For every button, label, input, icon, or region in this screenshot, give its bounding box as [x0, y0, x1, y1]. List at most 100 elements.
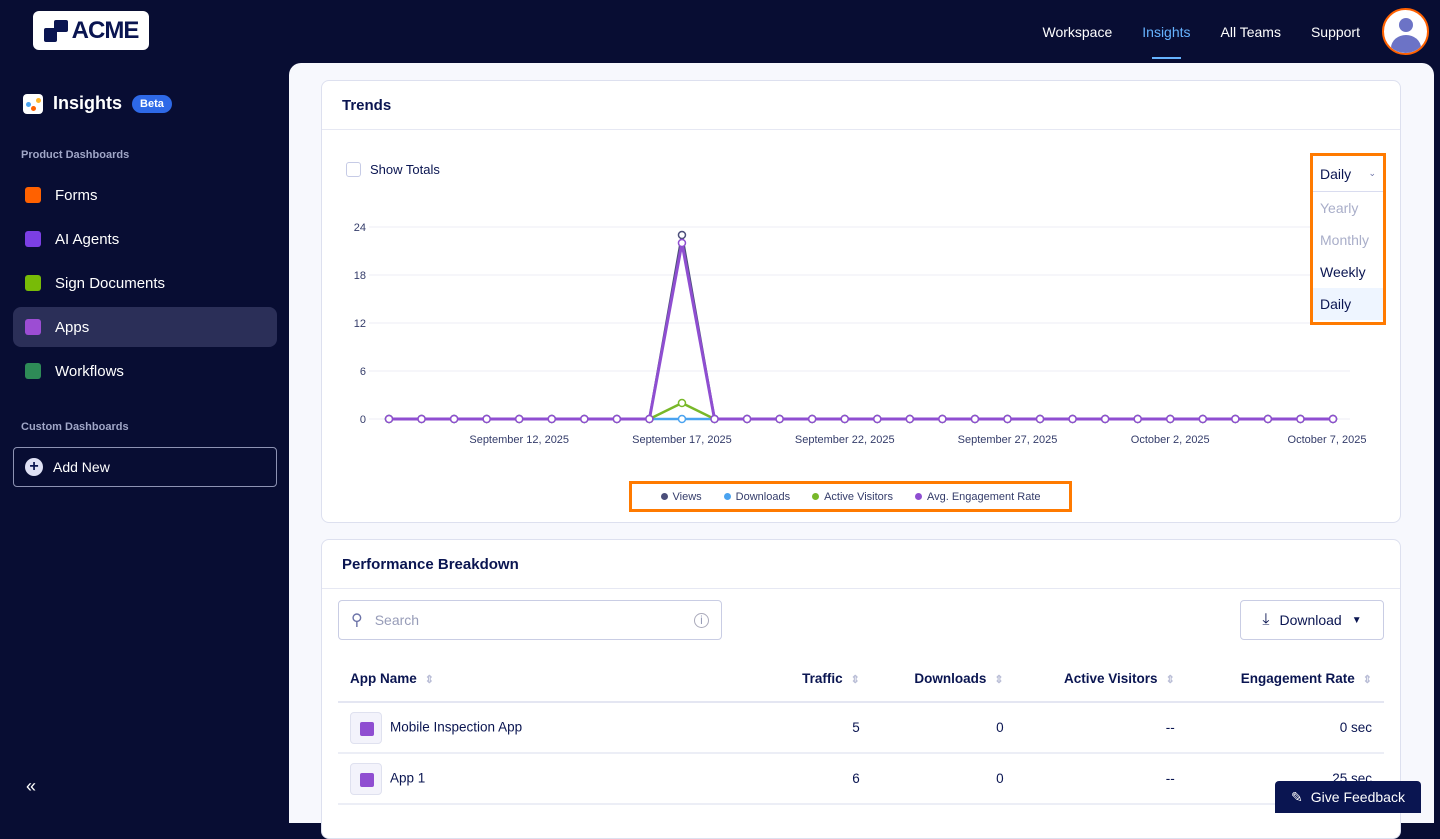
- active-visitors: --: [1015, 702, 1187, 754]
- sidebar-item-sign-documents[interactable]: Sign Documents: [13, 263, 277, 303]
- data-point: [840, 414, 849, 424]
- sidebar-item-label: Sign Documents: [55, 274, 166, 292]
- ai-agents-icon: [25, 231, 41, 247]
- period-dropdown[interactable]: Daily ⌄ Yearly Monthly Weekly Daily: [1310, 153, 1386, 325]
- workflows-icon: [25, 363, 41, 379]
- data-point: [1165, 414, 1175, 424]
- product-dashboards-heading: Product Dashboards: [21, 149, 130, 161]
- data-point: [742, 414, 752, 424]
- data-point: [417, 414, 426, 424]
- acme-logo[interactable]: ACME: [33, 11, 149, 50]
- period-selected: Daily: [1320, 165, 1352, 182]
- caret-down-icon: ▼: [1351, 614, 1362, 626]
- performance-card: Performance Breakdown ⚲ Search i ⤓ Download…: [321, 539, 1401, 839]
- info-icon[interactable]: i: [694, 612, 709, 628]
- data-point: [1100, 414, 1110, 424]
- nav-all-teams[interactable]: All Teams: [1220, 23, 1281, 40]
- data-point: [384, 414, 394, 424]
- data-point: [1198, 414, 1208, 424]
- series-line: [389, 401, 1333, 421]
- col-app-name[interactable]: App Name ⇕: [338, 656, 768, 703]
- engagement-rate: 0 sec: [1186, 702, 1384, 754]
- period-option-yearly[interactable]: Yearly: [1320, 200, 1359, 216]
- top-nav: Workspace Insights All Teams Support: [1042, 0, 1360, 63]
- data-point: [775, 414, 784, 424]
- nav-support[interactable]: Support: [1310, 23, 1360, 40]
- sidebar-item-apps[interactable]: Apps: [13, 307, 277, 347]
- main-content: Trends Show Totals 0 6 12 18 24 September 12,…: [289, 63, 1434, 839]
- y-tick-label: 6: [360, 366, 366, 378]
- user-avatar[interactable]: [1382, 8, 1429, 55]
- show-totals-checkbox[interactable]: Show Totals: [346, 162, 440, 177]
- data-point: [612, 414, 622, 424]
- sidebar-item-workflows[interactable]: Workflows: [13, 351, 277, 391]
- data-point: [807, 414, 817, 424]
- data-point: [547, 414, 557, 424]
- col-downloads[interactable]: Downloads ⇕: [871, 656, 1016, 703]
- period-select[interactable]: Daily ⌄: [1313, 156, 1383, 192]
- col-engagement-rate[interactable]: Engagement Rate ⇕: [1186, 656, 1384, 703]
- x-tick-label: September 17, 2025: [632, 434, 732, 446]
- app-icon: [350, 711, 382, 744]
- col-active-visitors[interactable]: Active Visitors ⇕: [1015, 656, 1187, 703]
- data-point: [580, 414, 589, 424]
- app-name: App 1: [390, 770, 426, 786]
- download-button[interactable]: ⤓ Download ▼: [1240, 600, 1384, 640]
- collapse-sidebar-icon[interactable]: «: [26, 776, 37, 796]
- active-visitors: --: [1015, 753, 1187, 805]
- x-tick-label: September 27, 2025: [958, 434, 1058, 446]
- data-point: [1035, 414, 1045, 424]
- nav-workspace[interactable]: Workspace: [1042, 23, 1113, 40]
- traffic: 6: [768, 753, 872, 805]
- x-tick-label: October 2, 2025: [1131, 434, 1210, 446]
- series-line: [389, 242, 1333, 421]
- series-line: [389, 234, 1333, 421]
- give-feedback-button[interactable]: ✎ Give Feedback: [1275, 781, 1421, 813]
- feedback-label: Give Feedback: [1310, 789, 1405, 805]
- legend-downloads[interactable]: Downloads: [723, 491, 790, 503]
- add-new-button[interactable]: + Add New: [13, 447, 277, 487]
- search-placeholder: Search: [374, 612, 420, 628]
- download-icon: ⤓: [1262, 611, 1270, 628]
- feedback-icon: ✎: [1291, 788, 1303, 805]
- logo-text: ACME: [71, 16, 140, 44]
- col-traffic[interactable]: Traffic ⇕: [768, 656, 872, 703]
- data-point: [873, 414, 882, 424]
- custom-dashboards-heading: Custom Dashboards: [21, 421, 129, 433]
- app-icon: [350, 762, 382, 795]
- search-input[interactable]: ⚲ Search i: [338, 600, 722, 640]
- performance-table: App Name ⇕ Traffic ⇕ Downloads ⇕ Active Vis…: [338, 656, 1384, 805]
- trends-title: Trends: [322, 81, 1400, 130]
- period-option-monthly[interactable]: Monthly: [1320, 232, 1370, 248]
- legend-views[interactable]: Views: [660, 491, 702, 503]
- download-label: Download: [1279, 612, 1342, 628]
- data-point: [645, 414, 654, 424]
- sidebar-item-ai-agents[interactable]: AI Agents: [13, 219, 277, 259]
- legend-active-visitors[interactable]: Active Visitors: [812, 491, 893, 503]
- data-point: [1328, 414, 1338, 424]
- data-point: [1068, 414, 1077, 424]
- data-point: [1231, 414, 1240, 424]
- data-point: [970, 414, 980, 424]
- legend-avg-engagement-rate[interactable]: Avg. Engagement Rate: [914, 491, 1041, 503]
- data-point: [677, 414, 687, 424]
- x-tick-label: October 7, 2025: [1288, 434, 1367, 446]
- data-point: [1263, 414, 1273, 424]
- table-row[interactable]: App 1 6 0 -- 25 sec: [338, 753, 1384, 805]
- table-row[interactable]: Mobile Inspection App 5 0 -- 0 sec: [338, 702, 1384, 754]
- sidebar-item-label: Apps: [55, 318, 90, 336]
- beta-badge: Beta: [132, 94, 172, 113]
- period-option-daily[interactable]: Daily: [1313, 288, 1383, 320]
- sort-icon: ⇕: [994, 674, 1004, 686]
- sidebar-brand: Insights Beta: [23, 93, 172, 114]
- sort-icon: ⇕: [1165, 674, 1175, 686]
- checkbox-box[interactable]: [346, 162, 361, 177]
- y-tick-label: 12: [354, 318, 366, 330]
- chevron-down-icon: ⌄: [1368, 168, 1376, 178]
- y-tick-label: 18: [354, 270, 366, 282]
- data-point: [482, 414, 491, 424]
- nav-insights[interactable]: Insights: [1142, 23, 1191, 59]
- sidebar-item-forms[interactable]: Forms: [13, 175, 277, 215]
- x-tick-label: September 12, 2025: [469, 434, 569, 446]
- period-option-weekly[interactable]: Weekly: [1320, 264, 1366, 280]
